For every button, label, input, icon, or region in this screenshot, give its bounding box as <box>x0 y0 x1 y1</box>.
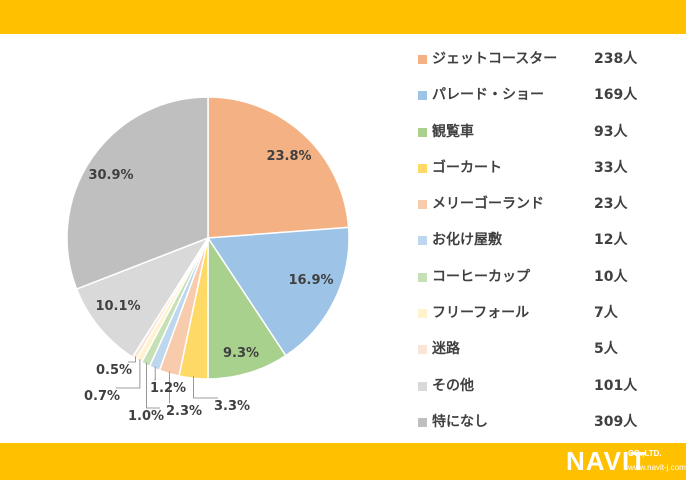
legend-item: パレード・ショー 169人 <box>414 80 674 116</box>
legend-swatch <box>418 127 427 137</box>
leader-line <box>116 359 141 389</box>
navit-logo: NAVIT CO.,LTD. www.navit-j.com <box>566 446 686 477</box>
legend-swatch <box>418 200 427 210</box>
chart-legend: ジェットコースター 238人パレード・ショー 169人観覧車 93人ゴーカート 33人メ… <box>414 44 674 443</box>
legend-swatch <box>418 417 427 427</box>
legend-count: 101人 <box>594 377 638 394</box>
legend-item: その他 101人 <box>414 371 674 407</box>
slice-percent-label: 2.3% <box>166 404 202 419</box>
slice-percent-label: 10.1% <box>95 299 140 314</box>
pie-slice <box>206 226 350 357</box>
slice-percent-label: 3.3% <box>214 399 250 414</box>
logo-company: CO.,LTD. <box>628 449 662 458</box>
slice-percent-label: 0.7% <box>84 389 120 404</box>
legend-item: 迷路 5人 <box>414 334 674 370</box>
pie-slice <box>66 96 209 291</box>
legend-item: メリーゴーランド 23人 <box>414 189 674 225</box>
legend-count: 169人 <box>594 87 638 104</box>
legend-label: メリーゴーランド <box>432 196 544 213</box>
legend-item: ゴーカート 33人 <box>414 153 674 189</box>
leader-line <box>193 376 218 399</box>
top-banner <box>0 0 686 34</box>
slice-percent-label: 16.9% <box>288 273 333 288</box>
logo-url: www.navit-j.com <box>628 463 686 472</box>
legend-label: パレード・ショー <box>432 87 544 104</box>
legend-count: 5人 <box>594 341 618 358</box>
slice-percent-label: 23.8% <box>266 149 311 164</box>
legend-swatch <box>418 309 427 319</box>
legend-label: ゴーカート <box>432 159 502 176</box>
legend-count: 33人 <box>594 159 628 176</box>
legend-count: 7人 <box>594 305 618 322</box>
legend-swatch <box>418 91 427 101</box>
bottom-banner <box>0 443 686 480</box>
legend-item: コーヒーカップ 10人 <box>414 262 674 298</box>
legend-label: その他 <box>432 377 474 394</box>
legend-label: 迷路 <box>432 341 460 358</box>
legend-swatch <box>418 236 427 246</box>
legend-item: ジェットコースター 238人 <box>414 44 674 80</box>
legend-count: 12人 <box>594 232 628 249</box>
legend-count: 10人 <box>594 268 628 285</box>
pie-chart: 23.8% 16.9% 9.3% 3.3% 2.3% 1.2% 1.0% 0.7% 0.5% 10… <box>66 96 350 424</box>
legend-count: 309人 <box>594 413 638 430</box>
legend-swatch <box>418 272 427 282</box>
leader-line <box>128 356 136 363</box>
legend-label: 特になし <box>432 413 488 430</box>
legend-item: フリーフォール 7人 <box>414 298 674 334</box>
leader-line <box>154 366 156 381</box>
legend-swatch <box>418 345 427 355</box>
pie-slice <box>75 236 210 359</box>
legend-count: 238人 <box>594 51 638 67</box>
legend-swatch <box>418 55 427 64</box>
legend-swatch <box>418 381 427 391</box>
slice-percent-label: 1.2% <box>150 381 186 396</box>
legend-count: 93人 <box>594 123 628 140</box>
legend-label: 観覧車 <box>432 123 474 140</box>
legend-count: 23人 <box>594 196 628 213</box>
legend-label: フリーフォール <box>432 305 530 322</box>
slice-percent-label: 9.3% <box>223 346 259 361</box>
pie-data-labels: 23.8% 16.9% 9.3% 3.3% 2.3% 1.2% 1.0% 0.7% 0.5% 10… <box>84 149 334 424</box>
leader-line <box>146 362 160 409</box>
pie-slice <box>207 235 287 380</box>
legend-label: ジェットコースター <box>432 51 558 67</box>
legend-label: コーヒーカップ <box>432 268 530 285</box>
slice-percent-label: 30.9% <box>88 168 133 183</box>
legend-label: お化け屋敷 <box>432 232 502 249</box>
pie-slice <box>207 96 350 239</box>
pie-slices <box>66 96 350 380</box>
slice-percent-label: 1.0% <box>128 409 164 424</box>
slice-percent-label: 0.5% <box>96 363 132 378</box>
legend-swatch <box>418 163 427 173</box>
logo-wordmark: NAVIT <box>566 446 648 476</box>
legend-item: 特になし 309人 <box>414 407 674 443</box>
legend-item: 観覧車 93人 <box>414 117 674 153</box>
legend-item: お化け屋敷 12人 <box>414 225 674 261</box>
leader-lines <box>116 356 218 409</box>
